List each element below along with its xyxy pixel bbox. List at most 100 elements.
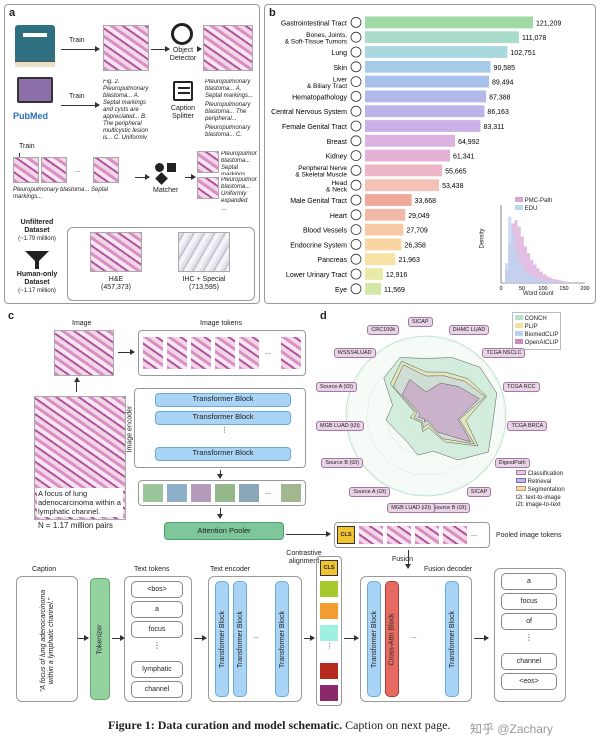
image-tokens-title: Image tokens (200, 320, 243, 327)
bar-value-label: 61,341 (453, 154, 475, 161)
image-title: Image (72, 320, 92, 327)
bar (365, 16, 533, 29)
organ-icon (350, 194, 362, 206)
histogram-bin (517, 259, 521, 283)
bar-value-label: 89,494 (492, 80, 514, 87)
image-transformer-block-3: Transformer Block (155, 447, 291, 461)
text-token: a (131, 601, 183, 618)
candidate-captions: Pleuropulmonary blastoma... Septal marki… (13, 187, 133, 201)
bar-category-label: Endocrine System (290, 242, 347, 249)
decoder-dots: ... (411, 633, 417, 640)
inset-xtick: 150 (559, 286, 568, 292)
organ-icon (350, 105, 362, 117)
bar-value-label: 64,992 (458, 139, 480, 146)
output-token: ⋮ (525, 633, 533, 642)
bar-category-label: Female Genital Tract (282, 124, 347, 131)
watermark: 知乎 @Zachary (470, 722, 553, 736)
unfiltered-dataset: Unfiltered Dataset (~1.79 million) (9, 219, 65, 243)
bar-category-label: Skin (333, 65, 347, 72)
splitter-icon (173, 81, 193, 101)
bar (365, 223, 404, 236)
train-label-1: Train (69, 37, 85, 44)
candidate-caption-1: Pleuropulmonary blastoma... Septal marki… (13, 187, 109, 200)
attention-pooler: Attention Pooler (164, 522, 284, 540)
matcher-in-arrow (135, 174, 150, 180)
image-token-ellipsis: ... (265, 349, 271, 356)
bar-category-label: & Skeletal Muscle (295, 172, 347, 179)
matched-image-2 (197, 177, 219, 199)
histogram-bin (523, 246, 528, 283)
cross-attn-block-label: Cross-Attn Block (388, 612, 396, 666)
radar-chart (345, 335, 507, 497)
inset-xtick: 0 (499, 286, 502, 292)
histogram-bin (514, 249, 518, 283)
train-arrow-1 (61, 46, 100, 52)
source-caption: A focus of lung adenocarcinoma within a … (37, 488, 123, 517)
bar (365, 134, 456, 147)
bar (365, 282, 382, 295)
matched-image-1 (197, 151, 219, 173)
bar-value-label: 12,916 (386, 272, 408, 279)
image-up-arrow (76, 378, 77, 392)
histogram-bin (545, 281, 550, 283)
ihc-sample (178, 232, 230, 272)
inset-histogram: 0 50 100 150 200 Density Word count PMC-Path… (480, 195, 591, 299)
source-figure: A focus of lung adenocarcinoma within a … (34, 396, 126, 520)
split-caption-2: Pleuropulmonary blastoma... The peripher… (205, 102, 251, 122)
histogram-bin (520, 266, 524, 283)
bar-category-label: Gastrointestinal Tract (281, 20, 347, 27)
histogram-bin (549, 281, 553, 283)
inset-xtick: 50 (519, 286, 525, 292)
train-label-2: Train (69, 93, 85, 100)
magnifier-icon (171, 23, 193, 45)
pooled-token-strip: CLS ... (334, 522, 490, 548)
legend-openai-label: OpenAICLIP (524, 340, 559, 346)
model-legend: CONCH PLIP BiomedCLIP OpenAICLIP (512, 312, 562, 350)
legend-biomed-label: BiomedCLIP (524, 332, 559, 338)
note-i2t: i2t: image-to-text (516, 502, 561, 508)
text-encoder-dots: ... (253, 633, 259, 640)
panel-d-label: d (320, 310, 327, 322)
bar-value-label: 21,963 (398, 257, 420, 264)
bar (365, 238, 402, 251)
radar-task-label: WSSS4LUAD (333, 348, 376, 359)
text-transformer-block-2-label: Transformer Block (236, 610, 244, 668)
histogram-bin (511, 233, 515, 283)
bar-value-label: 53,438 (442, 183, 464, 190)
text-embedding-column: CLS ⋮ (316, 556, 342, 706)
organ-bar-chart: Gastrointestinal Tract 121,209 Bones, Join… (271, 16, 561, 295)
output-token: focus (501, 593, 557, 610)
human-only-label: Human-only Dataset (16, 271, 58, 286)
inset-xtick: 100 (538, 286, 547, 292)
bar-category-label: Bones, Joints, (306, 32, 347, 39)
bar-category-label: Lung (331, 50, 347, 57)
histogram-bin (505, 263, 509, 283)
image-encoder-label: Image encoder (126, 405, 134, 453)
histogram-bin (542, 280, 546, 283)
histogram-bin (527, 253, 531, 283)
text-token: <bos> (131, 581, 183, 598)
histogram-bin (536, 268, 540, 283)
bar-value-label: 83,311 (483, 124, 504, 131)
organ-icon (350, 224, 362, 236)
bar (365, 46, 508, 58)
text-transformer-block-3: Transformer Block (275, 581, 289, 697)
histogram-bin (561, 282, 565, 283)
radar-task-label: Source A (t2i) (316, 381, 358, 392)
encoder-to-embeddings (304, 635, 315, 641)
bar-value-label: 86,163 (487, 109, 509, 116)
text-encoder-box: Transformer Block Transformer Block ... … (208, 576, 302, 702)
unfiltered-label: Unfiltered Dataset (20, 219, 54, 234)
text-transformer-block-1: Transformer Block (215, 581, 229, 697)
encoder-vdots: ⋮ (221, 427, 228, 434)
fusion-decoder-title: Fusion decoder (424, 566, 473, 573)
histogram-bin (564, 282, 568, 283)
ihc-label: IHC + Special (713,595) (164, 276, 244, 292)
filter-icon (25, 251, 49, 263)
bar-value-label: 27,709 (406, 228, 428, 235)
bar-category-label: Heart (330, 213, 347, 220)
text-token: ⋮ (153, 641, 161, 650)
bar (365, 268, 383, 280)
pooled-cls-token: CLS (337, 526, 355, 544)
inset-xtick: 200 (580, 286, 589, 292)
